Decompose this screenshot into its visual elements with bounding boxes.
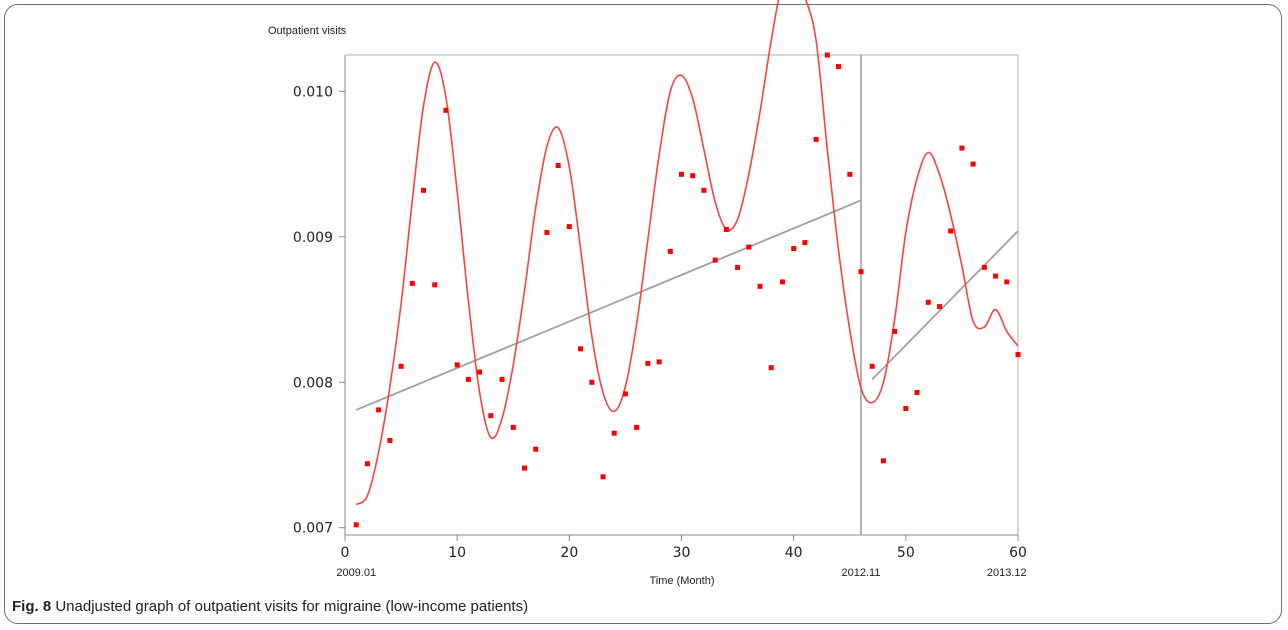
- data-point: [522, 465, 527, 471]
- data-point: [443, 107, 449, 113]
- data-point: [802, 240, 808, 246]
- data-point: [925, 299, 931, 305]
- data-point: [869, 363, 875, 369]
- data-point: [364, 461, 370, 467]
- figure-number: Fig. 8: [12, 598, 52, 615]
- x-tick-label: 20: [560, 545, 578, 561]
- data-point: [454, 362, 460, 368]
- x-tick-label: 60: [1009, 545, 1027, 561]
- date-label: 2013.12: [987, 567, 1027, 579]
- trend-line: [355, 199, 862, 411]
- data-point: [398, 363, 404, 369]
- data-point: [993, 273, 999, 279]
- y-tick-label: 0.008: [293, 375, 333, 391]
- data-point: [634, 424, 640, 430]
- data-point: [914, 390, 920, 395]
- figure-caption-text: Unadjusted graph of outpatient visits fo…: [55, 598, 529, 615]
- y-axis-label: Outpatient visits: [268, 25, 347, 37]
- data-point: [1004, 279, 1010, 285]
- data-point: [544, 230, 550, 235]
- data-point: [970, 161, 976, 167]
- data-point: [488, 413, 494, 419]
- data-point: [555, 163, 561, 168]
- y-tick-label: 0.010: [293, 84, 333, 100]
- data-point: [757, 283, 763, 289]
- data-point: [813, 136, 819, 142]
- x-tick-label: 50: [897, 545, 915, 561]
- data-point: [1015, 352, 1021, 358]
- data-point: [622, 391, 628, 397]
- data-point: [667, 248, 673, 254]
- data-point: [858, 269, 864, 275]
- data-point: [600, 474, 606, 480]
- data-point: [746, 244, 752, 250]
- data-point: [387, 438, 393, 443]
- data-point: [499, 376, 505, 382]
- data-point: [892, 328, 898, 334]
- trend-line: [871, 230, 1019, 380]
- fitted-curve: [355, 0, 1019, 506]
- data-point: [645, 360, 651, 366]
- data-point: [981, 264, 987, 270]
- data-point: [735, 264, 741, 270]
- data-point: [656, 359, 662, 365]
- data-point: [566, 224, 572, 230]
- data-point: [477, 369, 483, 375]
- data-point: [376, 407, 382, 413]
- data-point: [903, 406, 909, 411]
- data-point: [959, 145, 965, 151]
- x-tick-label: 0: [341, 545, 350, 561]
- data-point: [768, 365, 774, 371]
- data-point: [589, 379, 595, 385]
- data-point: [353, 522, 359, 528]
- date-label: 2012.11: [841, 567, 880, 579]
- data-point: [824, 52, 830, 58]
- data-point: [578, 346, 583, 352]
- x-tick-label: 30: [673, 545, 691, 561]
- data-point: [409, 280, 415, 286]
- data-point: [948, 228, 954, 234]
- data-point: [780, 279, 785, 285]
- plot-area: 0 10 20 30 40 50 60 0.007 0.008 0.009 0.010 2009.01…: [293, 0, 1027, 579]
- data-point: [679, 171, 684, 177]
- data-point: [510, 424, 516, 430]
- data-point: [690, 173, 696, 179]
- data-point: [723, 227, 729, 232]
- data-point: [701, 187, 707, 193]
- data-point: [432, 282, 438, 288]
- chart: 0 10 20 30 40 50 60 0.007 0.008 0.009 0.010 2009.01…: [268, 0, 1027, 587]
- figure-caption: Fig. 8 Unadjusted graph of outpatient vi…: [12, 598, 528, 615]
- y-tick-label: 0.007: [293, 521, 333, 537]
- y-tick-label: 0.009: [293, 230, 333, 246]
- data-point: [611, 430, 617, 436]
- data-point: [421, 187, 426, 193]
- x-tick-label: 40: [785, 545, 803, 561]
- data-point: [465, 376, 471, 382]
- data-point: [937, 304, 942, 310]
- x-axis-label: Time (Month): [650, 575, 715, 587]
- data-point: [847, 171, 853, 177]
- data-point: [836, 64, 841, 70]
- date-label: 2009.01: [336, 567, 376, 579]
- data-point: [712, 257, 718, 263]
- data-point: [533, 446, 539, 452]
- x-tick-label: 10: [448, 545, 466, 561]
- data-point: [880, 458, 886, 464]
- data-point: [791, 246, 797, 251]
- figure-frame: [4, 4, 1282, 624]
